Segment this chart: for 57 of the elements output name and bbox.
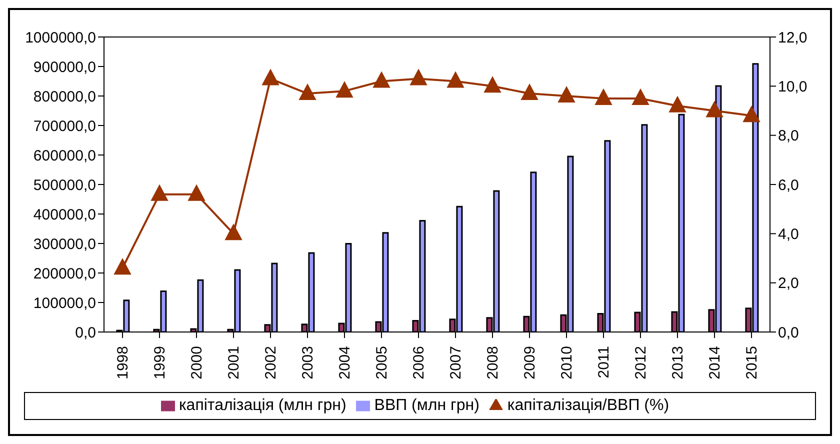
y-tick-label: 500000,0 — [33, 176, 96, 194]
point — [299, 84, 316, 100]
point — [151, 184, 168, 201]
y-tick-label: 0,0 — [75, 324, 96, 342]
legend-label: ВВП (млн грн) — [374, 397, 480, 414]
x-tick-label: 2008 — [484, 346, 502, 380]
x-tick-label: 2014 — [706, 346, 724, 380]
x-tick-label: 2005 — [374, 346, 390, 380]
y-tick-label: 600000,0 — [33, 147, 96, 164]
y-tick-label: 800000,0 — [33, 88, 96, 106]
x-tick-label: 1999 — [152, 346, 168, 380]
y2-tick-label: 10,0 — [778, 78, 808, 96]
y2-tick-label: 2,0 — [778, 275, 799, 292]
legend-label: капіталізація (млн грн) — [178, 397, 346, 414]
x-tick-label: 2000 — [188, 346, 206, 380]
x-tick-label: 2011 — [596, 346, 612, 378]
point — [632, 88, 649, 105]
point — [595, 88, 612, 105]
x-tick-label: 1998 — [114, 346, 132, 380]
legend-label: капіталізація/ВВП (%) — [507, 397, 670, 414]
point — [225, 224, 242, 240]
point — [669, 96, 686, 112]
y-tick-label: 900000,0 — [33, 58, 96, 76]
point — [114, 258, 131, 275]
x-tick-label: 2009 — [522, 346, 538, 380]
point — [373, 72, 390, 88]
y2-tick-label: 6,0 — [778, 176, 799, 194]
point — [484, 76, 501, 93]
y-tick-label: 700000,0 — [33, 118, 96, 135]
point — [558, 86, 575, 102]
x-tick-label: 2007 — [448, 346, 464, 380]
point — [743, 106, 760, 122]
y2-tick-label: 0,0 — [778, 324, 799, 342]
point — [521, 84, 538, 100]
x-tick-label: 2006 — [410, 346, 428, 380]
point — [410, 69, 427, 86]
x-tick-label: 2015 — [744, 346, 760, 380]
x-tick-label: 2001 — [226, 346, 242, 380]
point — [447, 72, 464, 88]
x-tick-label: 2004 — [336, 346, 354, 380]
y-tick-label: 200000,0 — [33, 265, 96, 282]
y2-tick-label: 8,0 — [778, 128, 799, 145]
point — [706, 101, 723, 118]
x-tick-label: 2002 — [262, 346, 280, 380]
y-tick-label: 1000000,0 — [25, 29, 96, 46]
x-tick-label: 2003 — [300, 346, 316, 380]
x-tick-label: 2010 — [558, 346, 576, 380]
y2-tick-label: 12,0 — [778, 29, 808, 46]
y2-tick-label: 4,0 — [778, 226, 799, 243]
point — [262, 69, 279, 86]
y-tick-label: 300000,0 — [33, 236, 96, 253]
y-tick-label: 100000,0 — [33, 294, 96, 312]
point — [336, 82, 353, 98]
y-tick-label: 400000,0 — [33, 206, 96, 224]
x-tick-label: 2012 — [632, 346, 650, 380]
point — [188, 184, 205, 201]
x-tick-label: 2013 — [670, 346, 686, 380]
